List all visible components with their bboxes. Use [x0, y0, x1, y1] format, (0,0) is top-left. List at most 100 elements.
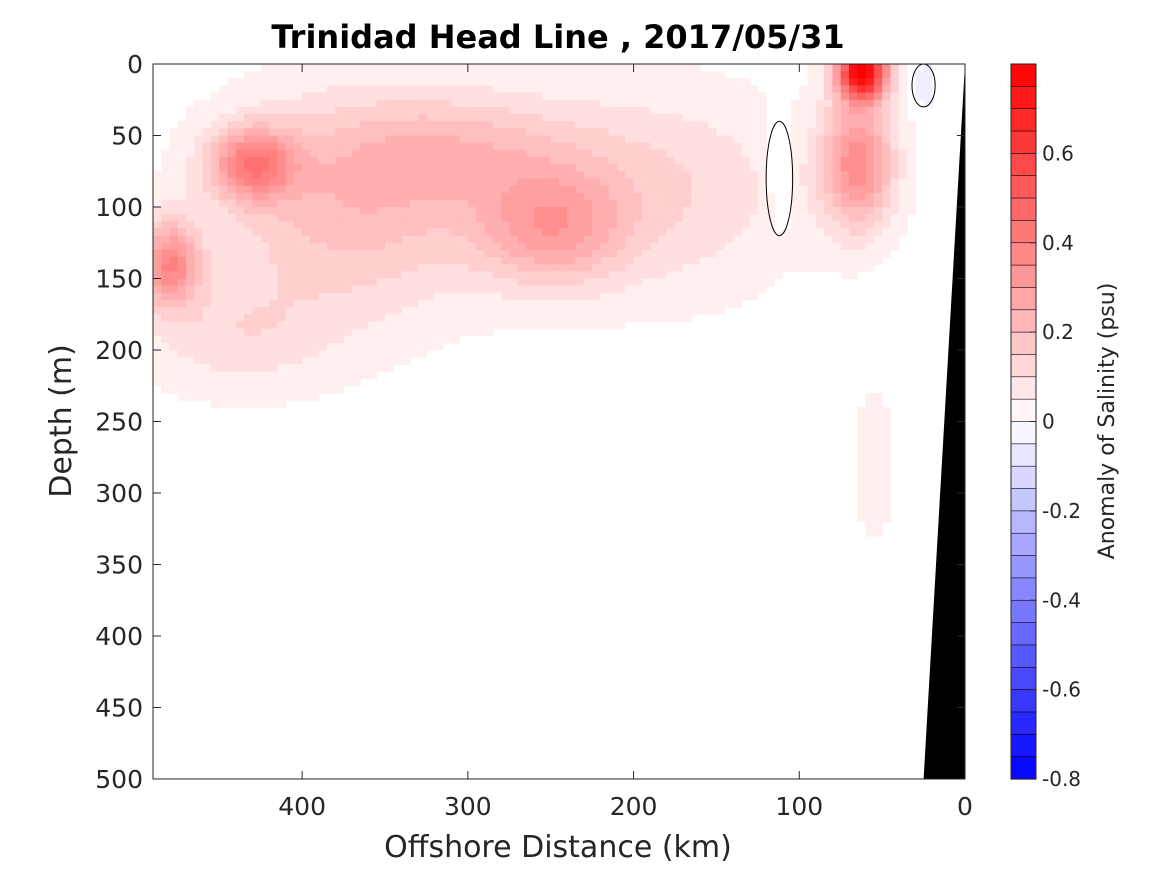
salinity-cell	[865, 207, 875, 215]
salinity-cell	[293, 271, 303, 280]
salinity-cell	[459, 235, 469, 244]
salinity-cell	[227, 278, 237, 287]
salinity-cell	[194, 357, 204, 365]
salinity-cell	[343, 314, 353, 322]
salinity-cell	[285, 221, 295, 230]
salinity-cell	[335, 71, 345, 79]
salinity-cell	[153, 321, 162, 330]
salinity-cell	[153, 264, 162, 272]
salinity-cell	[368, 106, 378, 115]
salinity-cell	[327, 156, 336, 165]
salinity-cell	[567, 121, 577, 129]
salinity-cell	[898, 156, 908, 165]
salinity-cell	[567, 156, 577, 165]
salinity-cell	[633, 207, 643, 215]
salinity-cell	[211, 192, 220, 201]
salinity-cell	[501, 171, 510, 179]
salinity-cell	[666, 142, 676, 151]
salinity-cell	[617, 228, 626, 237]
salinity-cell	[277, 335, 287, 344]
salinity-cell	[335, 106, 345, 115]
salinity-cell	[873, 221, 883, 230]
salinity-cell	[666, 242, 676, 251]
salinity-cell	[459, 328, 469, 337]
salinity-cell	[741, 106, 751, 115]
salinity-cell	[186, 128, 196, 137]
salinity-cell	[260, 378, 270, 387]
salinity-cell	[393, 271, 403, 280]
salinity-cell	[161, 364, 171, 373]
salinity-cell	[409, 121, 419, 129]
salinity-cell	[791, 192, 800, 201]
salinity-cell	[534, 156, 544, 165]
salinity-cell	[360, 235, 370, 244]
salinity-cell	[244, 156, 254, 165]
salinity-cell	[169, 314, 179, 322]
salinity-cell	[542, 292, 552, 301]
salinity-cell	[882, 99, 892, 108]
salinity-cell	[467, 307, 477, 315]
salinity-cell	[443, 106, 452, 115]
salinity-cell	[434, 135, 444, 144]
salinity-cell	[376, 242, 386, 251]
salinity-cell	[202, 342, 212, 351]
salinity-cell	[865, 156, 875, 165]
salinity-cell	[169, 271, 179, 280]
salinity-cell	[235, 199, 245, 208]
salinity-cell	[708, 228, 718, 237]
salinity-cell	[898, 207, 908, 215]
salinity-cell	[260, 199, 270, 208]
salinity-cell	[840, 199, 850, 208]
salinity-cell	[915, 78, 925, 87]
salinity-cell	[418, 350, 428, 358]
salinity-cell	[202, 350, 212, 358]
salinity-cell	[525, 171, 535, 179]
salinity-cell	[832, 128, 842, 137]
salinity-cell	[244, 135, 254, 144]
salinity-cell	[923, 71, 933, 79]
salinity-cell	[492, 156, 502, 165]
salinity-cell	[716, 199, 726, 208]
salinity-cell	[575, 85, 585, 94]
salinity-cell	[501, 114, 510, 122]
colorbar-segment	[1010, 398, 1037, 423]
salinity-cell	[418, 128, 428, 137]
salinity-cell	[153, 314, 162, 322]
salinity-cell	[501, 149, 510, 158]
salinity-cell	[492, 221, 502, 230]
salinity-cell	[824, 235, 834, 244]
salinity-cell	[451, 228, 461, 237]
salinity-cell	[426, 335, 436, 344]
salinity-cell	[791, 207, 800, 215]
salinity-cell	[559, 178, 568, 187]
salinity-cell	[194, 328, 204, 337]
salinity-cell	[186, 149, 196, 158]
salinity-cell	[227, 321, 237, 330]
salinity-cell	[443, 257, 452, 265]
salinity-cell	[691, 285, 701, 294]
salinity-cell	[161, 350, 171, 358]
salinity-cell	[318, 106, 328, 115]
salinity-cell	[310, 71, 320, 79]
salinity-cell	[666, 121, 676, 129]
salinity-cell	[890, 185, 900, 194]
salinity-cell	[335, 121, 345, 129]
salinity-cell	[277, 64, 287, 72]
salinity-cell	[227, 371, 237, 380]
salinity-cell	[285, 171, 295, 179]
salinity-cell	[857, 478, 867, 487]
salinity-cell	[310, 142, 320, 151]
salinity-cell	[559, 92, 568, 101]
salinity-cell	[302, 228, 312, 237]
salinity-cell	[559, 207, 568, 215]
salinity-cell	[202, 249, 212, 258]
salinity-cell	[650, 314, 660, 322]
salinity-cell	[617, 214, 626, 222]
salinity-cell	[592, 164, 602, 172]
salinity-cell	[824, 128, 834, 137]
salinity-cell	[658, 221, 668, 230]
salinity-cell	[882, 514, 892, 523]
salinity-cell	[153, 192, 162, 201]
salinity-cell	[683, 71, 693, 79]
salinity-cell	[641, 156, 651, 165]
